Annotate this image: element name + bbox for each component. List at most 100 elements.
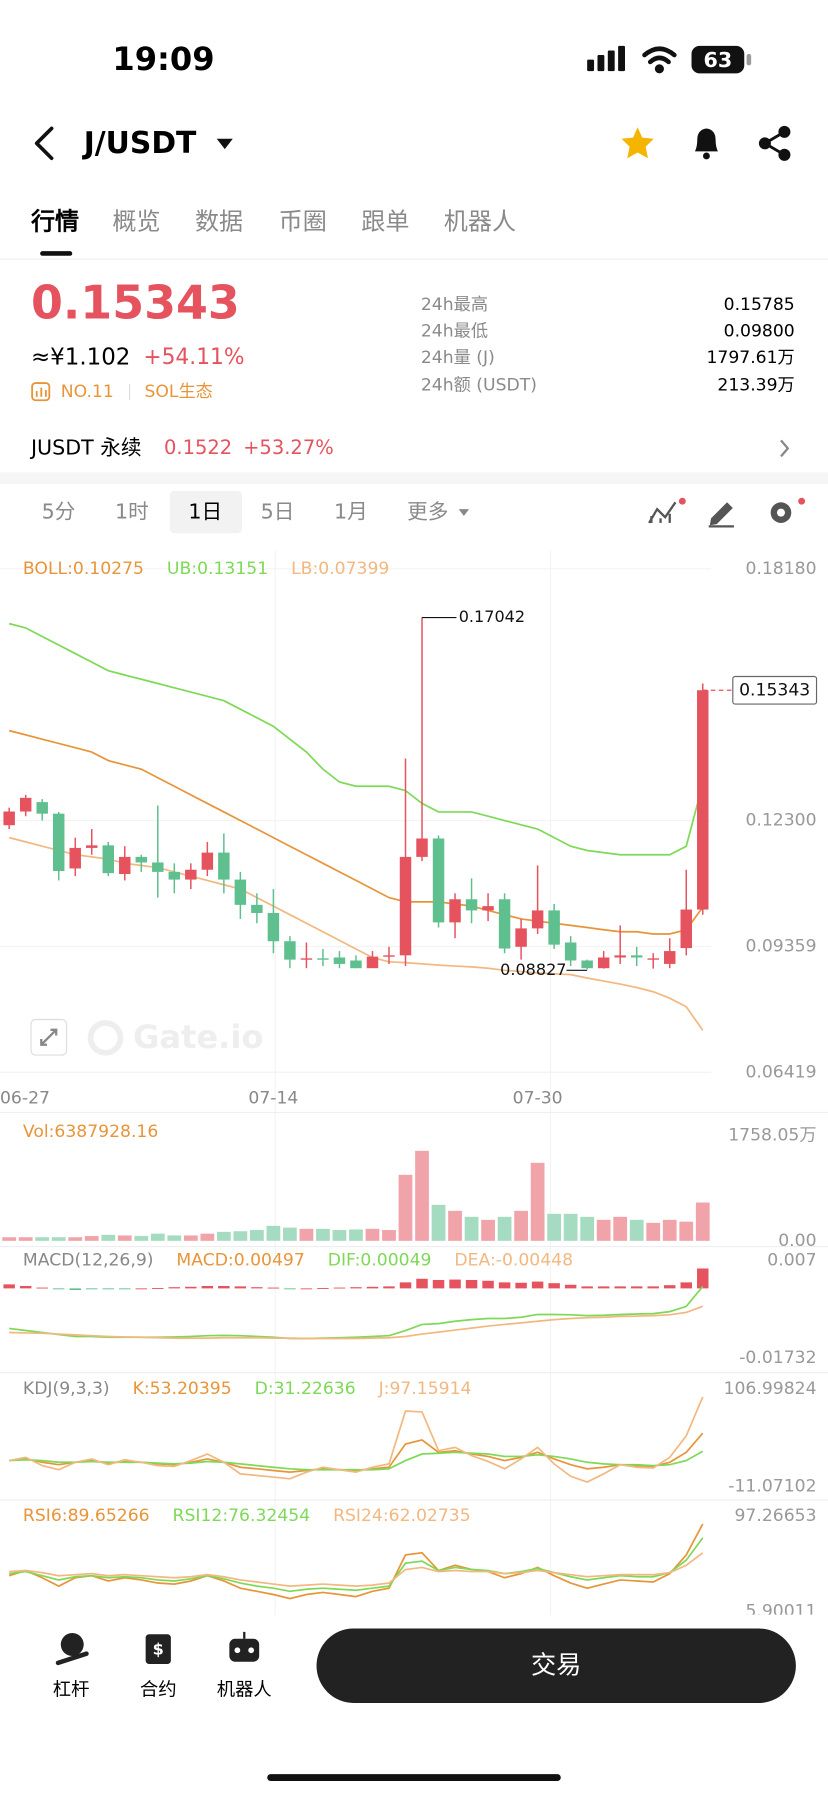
settings-button[interactable] — [770, 497, 806, 523]
interval[interactable]: 5分 — [42, 500, 76, 524]
x-tick-label: 07-14 — [248, 1089, 298, 1109]
alert-bell[interactable] — [694, 128, 718, 160]
macd-bar — [350, 1287, 362, 1289]
volume-bar — [448, 1210, 462, 1241]
candle-body — [168, 871, 181, 880]
candle-body — [581, 960, 593, 969]
indicator-legend: MACD:0.00497 — [176, 1250, 304, 1270]
interval[interactable]: 更多 — [407, 500, 448, 524]
expand-button[interactable] — [30, 1018, 68, 1056]
interval[interactable]: 1日 — [188, 500, 222, 524]
stat-label: 24h最高 — [421, 295, 488, 315]
candle-body — [614, 955, 626, 958]
macd-bar — [102, 1288, 114, 1290]
volume-bar — [117, 1235, 132, 1241]
stat-label: 24h最低 — [421, 321, 488, 341]
candle-body — [383, 955, 395, 957]
pair-dropdown[interactable] — [216, 138, 233, 150]
volume-bar — [2, 1237, 17, 1241]
macd-bar — [251, 1287, 263, 1289]
y-tick-label: 1758.05万 — [728, 1125, 816, 1145]
x-tick-label: 06-27 — [0, 1089, 50, 1109]
candle-body — [465, 899, 478, 911]
tab[interactable]: 机器人 — [444, 207, 516, 235]
candle-body — [482, 906, 494, 911]
trade-button[interactable] — [316, 1628, 796, 1703]
contract-icon: $ — [145, 1634, 171, 1665]
volume-bar — [547, 1213, 562, 1241]
macd-bar — [69, 1288, 81, 1290]
macd-bar — [383, 1286, 395, 1289]
nav-label[interactable]: 机器人 — [217, 1679, 272, 1700]
macd-bar — [531, 1281, 544, 1289]
draw-button[interactable] — [708, 502, 734, 528]
stat-label: 24h额 (USDT) — [421, 375, 537, 395]
macd-bar — [482, 1280, 494, 1289]
trade-button-label[interactable]: 交易 — [531, 1650, 581, 1679]
macd-bar — [185, 1286, 197, 1289]
candle-body — [531, 910, 544, 929]
volume-bar — [613, 1216, 628, 1241]
home-indicator — [267, 1774, 561, 1781]
macd-bar — [267, 1287, 280, 1289]
volume-bar — [679, 1221, 694, 1241]
indicator-button[interactable] — [648, 497, 686, 524]
share-button[interactable] — [758, 125, 791, 161]
indicator-legend: Vol:6387928.16 — [23, 1122, 158, 1142]
panel-dividers — [0, 1111, 828, 1501]
volume-bar — [283, 1227, 297, 1241]
indicator-line — [8, 729, 704, 935]
pair-title[interactable]: J/USDT — [82, 126, 197, 161]
volume-bar — [431, 1204, 446, 1241]
candle-body — [152, 862, 164, 872]
interval[interactable]: 1月 — [334, 500, 368, 524]
back-button[interactable] — [34, 126, 54, 161]
perpetual-name[interactable]: JUSDT 永续 — [29, 435, 142, 459]
volume-bar — [183, 1235, 198, 1241]
clock: 19:09 — [112, 40, 214, 78]
indicator-legend: UB:0.13151 — [167, 559, 268, 579]
indicator-line — [9, 1432, 704, 1474]
stat-value: 1797.61万 — [706, 348, 794, 368]
low-annotation: 0.08827 — [500, 960, 566, 979]
chevron[interactable] — [780, 439, 790, 458]
macd-bar — [3, 1284, 15, 1289]
candle-body — [548, 910, 560, 945]
nav-label[interactable]: 合约 — [140, 1679, 177, 1700]
candle-body — [366, 956, 379, 969]
tab[interactable]: 数据 — [195, 207, 243, 235]
candle-body — [515, 928, 527, 947]
volume-bar — [695, 1202, 710, 1241]
last-price-box — [732, 675, 818, 705]
more-dropdown[interactable] — [458, 509, 470, 517]
macd-bar — [168, 1287, 181, 1289]
indicator-legend: KDJ(9,3,3) — [23, 1379, 110, 1399]
candle-body — [251, 904, 263, 913]
candle-body — [416, 838, 428, 857]
stat-value: 0.09800 — [724, 321, 795, 341]
tab[interactable]: 币圈 — [279, 207, 327, 235]
macd-bar — [19, 1285, 32, 1289]
volume-bar — [68, 1237, 83, 1241]
interval[interactable]: 1时 — [115, 500, 149, 524]
candle-body — [449, 899, 461, 923]
favorite-star[interactable] — [621, 127, 654, 159]
volume-bar — [101, 1234, 116, 1241]
rank-icon — [31, 382, 51, 402]
interval[interactable]: 5日 — [261, 500, 295, 524]
macd-bar — [663, 1285, 676, 1289]
volume-bar — [349, 1229, 363, 1241]
indicator-legend: RSI12:76.32454 — [173, 1506, 311, 1526]
candle-body — [597, 957, 610, 969]
volume-bar — [514, 1210, 528, 1241]
tab[interactable]: 行情 — [30, 207, 79, 235]
nav-label[interactable]: 杠杆 — [53, 1679, 90, 1700]
change-percent: +54.11% — [143, 345, 244, 370]
candle-body — [284, 941, 296, 960]
chart-area: 0.18180 0.12300 0.09359 0.06419 1758.05万 0.00… — [0, 559, 818, 1621]
macd-bar — [416, 1278, 428, 1289]
ecosystem-tag[interactable]: SOL生态 — [144, 382, 212, 402]
tab[interactable]: 跟单 — [361, 207, 409, 235]
macd-bar — [515, 1282, 527, 1289]
tab[interactable]: 概览 — [112, 207, 160, 235]
